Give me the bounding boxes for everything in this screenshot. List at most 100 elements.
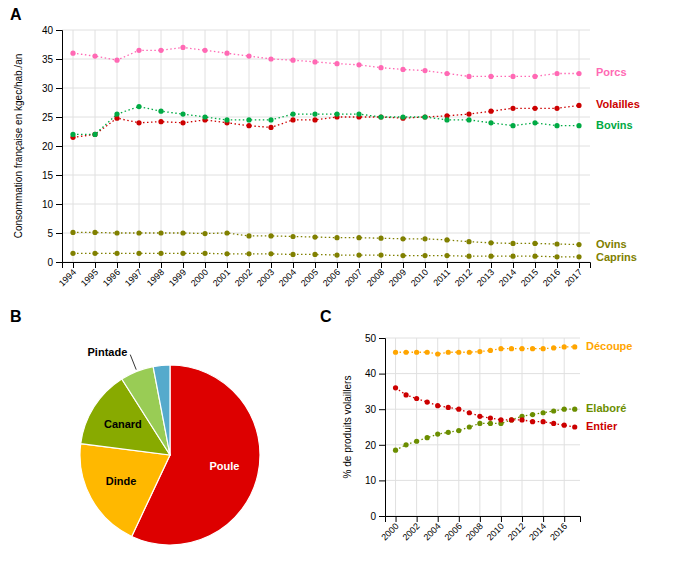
series-point [290, 234, 295, 239]
series-point [466, 117, 471, 122]
series-point [488, 109, 493, 114]
y-tick-mark [56, 59, 62, 60]
series-point [393, 385, 398, 390]
series-point [509, 417, 514, 422]
series-point [488, 421, 493, 426]
series-point [488, 254, 493, 259]
series-point [268, 117, 273, 122]
series-line [73, 253, 579, 256]
y-tick-label: 30 [42, 83, 54, 94]
series-line [73, 107, 579, 135]
x-tick-mark [271, 262, 272, 268]
x-tick-label: 2006 [321, 267, 342, 288]
y-tick-mark [379, 374, 385, 375]
x-tick-mark [564, 516, 565, 522]
series-point [334, 235, 339, 240]
x-tick: 1997 [123, 262, 144, 288]
x-tick-label: 2001 [211, 267, 232, 288]
series-point [467, 410, 472, 415]
y-tick: 0 [47, 257, 62, 268]
series-point [92, 132, 97, 137]
y-tick-label: 20 [42, 141, 54, 152]
x-grid-line [543, 338, 544, 516]
series-point [466, 254, 471, 259]
y-grid-line [385, 444, 580, 445]
x-tick-label: 2000 [379, 521, 400, 542]
series-point [532, 241, 537, 246]
series-point [393, 448, 398, 453]
x-tick: 2010 [485, 516, 506, 542]
series-point [576, 254, 581, 259]
series-point [541, 410, 546, 415]
series-point [180, 230, 185, 235]
x-tick: 2012 [506, 516, 527, 542]
series-point [488, 348, 493, 353]
series-point [532, 254, 537, 259]
x-tick-label: 2002 [400, 521, 421, 542]
y-axis: 01020304050 [365, 333, 386, 522]
x-tick: 2008 [365, 262, 386, 288]
y-tick-label: 30 [365, 404, 377, 415]
x-tick-label: 2006 [443, 521, 464, 542]
series-point [403, 442, 408, 447]
x-grid-line [293, 30, 294, 262]
x-tick: 2016 [541, 262, 562, 288]
x-tick: 2006 [321, 262, 342, 288]
x-grid-line [458, 338, 459, 516]
x-tick-label: 2000 [189, 267, 210, 288]
series-point [403, 392, 408, 397]
series-point [290, 112, 295, 117]
x-tick-label: 2011 [431, 267, 452, 288]
x-tick: 2010 [409, 262, 430, 288]
y-tick: 15 [42, 170, 62, 181]
x-axis-line [386, 517, 581, 523]
x-grid-line [395, 338, 396, 516]
series-line [73, 47, 579, 76]
x-grid-line [500, 338, 501, 516]
series-point [572, 424, 577, 429]
y-tick: 5 [47, 228, 62, 239]
series-point [510, 241, 515, 246]
y-tick: 0 [370, 511, 385, 522]
x-tick-label: 1999 [167, 267, 188, 288]
series-point [530, 419, 535, 424]
x-tick: 2013 [475, 262, 496, 288]
series-point [268, 56, 273, 61]
x-tick-mark [513, 262, 514, 268]
series-point [435, 403, 440, 408]
x-tick-mark [543, 516, 544, 522]
series-point [541, 419, 546, 424]
x-grid-line [183, 30, 184, 262]
y-grid-line [62, 117, 590, 118]
series-point [554, 106, 559, 111]
y-tick-label: 25 [42, 112, 54, 123]
series-point [246, 233, 251, 238]
series-line [396, 388, 575, 427]
slice-labels: PouleDindeCanardPintade [88, 345, 240, 486]
x-tick-label: 2009 [387, 267, 408, 288]
series-label: Porcs [596, 66, 627, 78]
series-point [554, 123, 559, 128]
series-point [136, 251, 141, 256]
x-tick: 2016 [548, 516, 569, 542]
y-tick: 25 [42, 112, 62, 123]
x-grid-line [161, 30, 162, 262]
series-point [551, 421, 556, 426]
series-point [202, 231, 207, 236]
series-point [356, 235, 361, 240]
x-tick-mark [381, 262, 382, 268]
x-tick: 1996 [101, 262, 122, 288]
series-point [422, 68, 427, 73]
x-tick-mark [205, 262, 206, 268]
series-point [532, 106, 537, 111]
series-point [136, 104, 141, 109]
leader-line [130, 355, 136, 370]
series-point [70, 230, 75, 235]
series-point [268, 125, 273, 130]
series-point [180, 112, 185, 117]
y-tick-label: 50 [365, 333, 377, 344]
x-tick-mark [359, 262, 360, 268]
x-tick: 2011 [431, 262, 452, 288]
x-tick-mark [459, 516, 460, 522]
series-point [444, 237, 449, 242]
